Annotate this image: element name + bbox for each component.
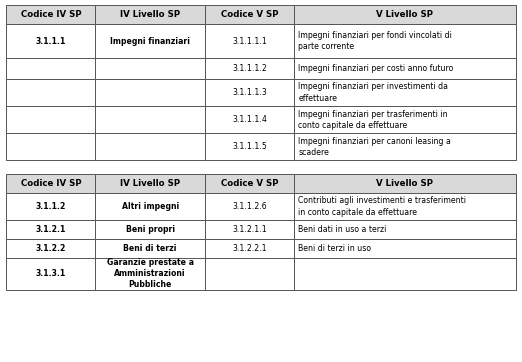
Text: 3.1.1.1.5: 3.1.1.1.5 <box>232 142 267 151</box>
Bar <box>294 24 516 58</box>
Bar <box>205 5 294 24</box>
Bar <box>294 220 516 239</box>
Bar <box>96 220 205 239</box>
Text: IV Livello SP: IV Livello SP <box>120 179 180 188</box>
Text: 3.1.2.2.1: 3.1.2.2.1 <box>232 244 267 253</box>
Bar <box>96 239 205 258</box>
Text: Beni dati in uso a terzi: Beni dati in uso a terzi <box>298 225 387 234</box>
Text: 3.1.1.1.4: 3.1.1.1.4 <box>232 115 267 124</box>
Bar <box>6 174 96 193</box>
Text: 3.1.1.2: 3.1.1.2 <box>35 202 66 211</box>
Bar <box>6 220 96 239</box>
Bar <box>96 133 205 160</box>
Bar <box>6 106 96 133</box>
Bar <box>96 193 205 220</box>
Text: Impegni finanziari per trasferimenti in
conto capitale da effettuare: Impegni finanziari per trasferimenti in … <box>298 110 448 130</box>
Text: Codice V SP: Codice V SP <box>221 179 278 188</box>
Bar <box>205 220 294 239</box>
Text: Codice IV SP: Codice IV SP <box>20 179 81 188</box>
Text: Codice V SP: Codice V SP <box>221 10 278 19</box>
Bar <box>205 174 294 193</box>
Bar <box>96 58 205 79</box>
Text: Garanzie prestate a
Amministrazioni
Pubbliche: Garanzie prestate a Amministrazioni Pubb… <box>106 258 194 289</box>
Bar <box>205 133 294 160</box>
Bar <box>96 24 205 58</box>
Text: 3.1.1.1.3: 3.1.1.1.3 <box>232 88 267 97</box>
Bar <box>96 174 205 193</box>
Bar <box>205 24 294 58</box>
Text: Impegni finanziari per fondi vincolati di
parte corrente: Impegni finanziari per fondi vincolati d… <box>298 31 452 51</box>
Text: Impegni finanziari per investimenti da
effettuare: Impegni finanziari per investimenti da e… <box>298 83 448 102</box>
Bar <box>294 106 516 133</box>
Text: Impegni finanziari per costi anno futuro: Impegni finanziari per costi anno futuro <box>298 64 454 73</box>
Bar <box>294 133 516 160</box>
Bar <box>205 193 294 220</box>
Bar <box>205 106 294 133</box>
Text: Contributi agli investimenti e trasferimenti
in conto capitale da effettuare: Contributi agli investimenti e trasferim… <box>298 197 466 216</box>
Bar <box>205 239 294 258</box>
Bar <box>6 258 96 290</box>
Bar <box>6 193 96 220</box>
Bar <box>96 258 205 290</box>
Text: 3.1.1.1.2: 3.1.1.1.2 <box>232 64 267 73</box>
Bar <box>294 239 516 258</box>
Text: Beni di terzi in uso: Beni di terzi in uso <box>298 244 371 253</box>
Bar <box>6 239 96 258</box>
Bar <box>96 106 205 133</box>
Text: Impegni finanziari: Impegni finanziari <box>110 37 190 46</box>
Text: Beni di terzi: Beni di terzi <box>123 244 177 253</box>
Text: 3.1.3.1: 3.1.3.1 <box>35 269 66 278</box>
Bar <box>294 5 516 24</box>
Bar <box>6 5 96 24</box>
Bar <box>205 258 294 290</box>
Bar <box>96 79 205 106</box>
Text: Codice IV SP: Codice IV SP <box>20 10 81 19</box>
Bar <box>294 174 516 193</box>
Bar <box>294 193 516 220</box>
Bar <box>294 58 516 79</box>
Bar <box>6 79 96 106</box>
Bar <box>6 24 96 58</box>
Bar <box>96 5 205 24</box>
Bar <box>6 58 96 79</box>
Bar <box>294 258 516 290</box>
Text: 3.1.2.1: 3.1.2.1 <box>35 225 66 234</box>
Text: 3.1.2.1.1: 3.1.2.1.1 <box>232 225 267 234</box>
Text: IV Livello SP: IV Livello SP <box>120 10 180 19</box>
Text: Beni propri: Beni propri <box>126 225 175 234</box>
Bar <box>6 133 96 160</box>
Text: V Livello SP: V Livello SP <box>376 10 433 19</box>
Text: 3.1.1.1: 3.1.1.1 <box>35 37 66 46</box>
Text: Impegni finanziari per canoni leasing a
scadere: Impegni finanziari per canoni leasing a … <box>298 137 451 157</box>
Bar <box>205 58 294 79</box>
Text: 3.1.1.1.1: 3.1.1.1.1 <box>232 37 267 46</box>
Text: Altri impegni: Altri impegni <box>122 202 179 211</box>
Text: 3.1.1.2.6: 3.1.1.2.6 <box>232 202 267 211</box>
Text: 3.1.2.2: 3.1.2.2 <box>35 244 66 253</box>
Bar <box>294 79 516 106</box>
Text: V Livello SP: V Livello SP <box>376 179 433 188</box>
Bar <box>205 79 294 106</box>
